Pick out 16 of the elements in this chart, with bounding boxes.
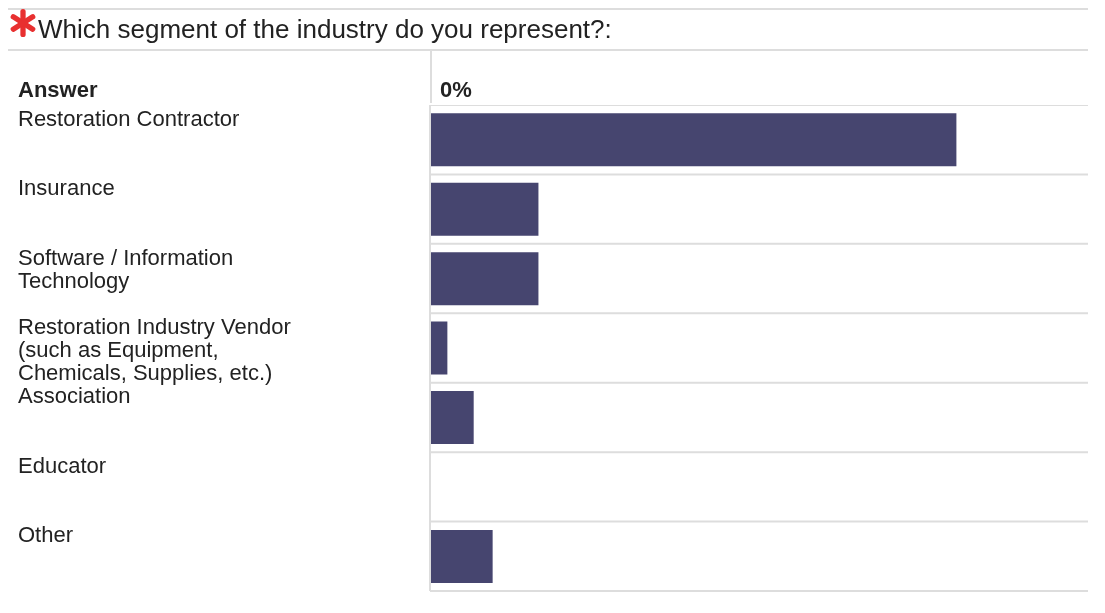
y-tick-label: Software / Information Technology	[18, 244, 234, 293]
y-tick-label: Educator	[18, 452, 107, 478]
y-tick-label: Restoration Industry Vendor (such as Equipment, Chemicals, Supplies, etc.)	[18, 314, 291, 385]
y-axis-title: Answer	[17, 77, 99, 103]
y-tick-label: Insurance	[18, 175, 115, 201]
bar	[430, 252, 539, 306]
bar	[430, 529, 493, 583]
text: 0%	[440, 77, 472, 103]
bar	[430, 182, 539, 236]
y-tick-label: Other	[18, 522, 74, 548]
bar	[430, 391, 474, 445]
y-tick-label: Restoration Contractor	[18, 105, 240, 131]
y-tick-label: Association	[18, 383, 131, 409]
bar	[430, 113, 957, 167]
chart-title: Which segment of the industry do you represent?:	[38, 14, 612, 45]
bar	[430, 321, 448, 375]
